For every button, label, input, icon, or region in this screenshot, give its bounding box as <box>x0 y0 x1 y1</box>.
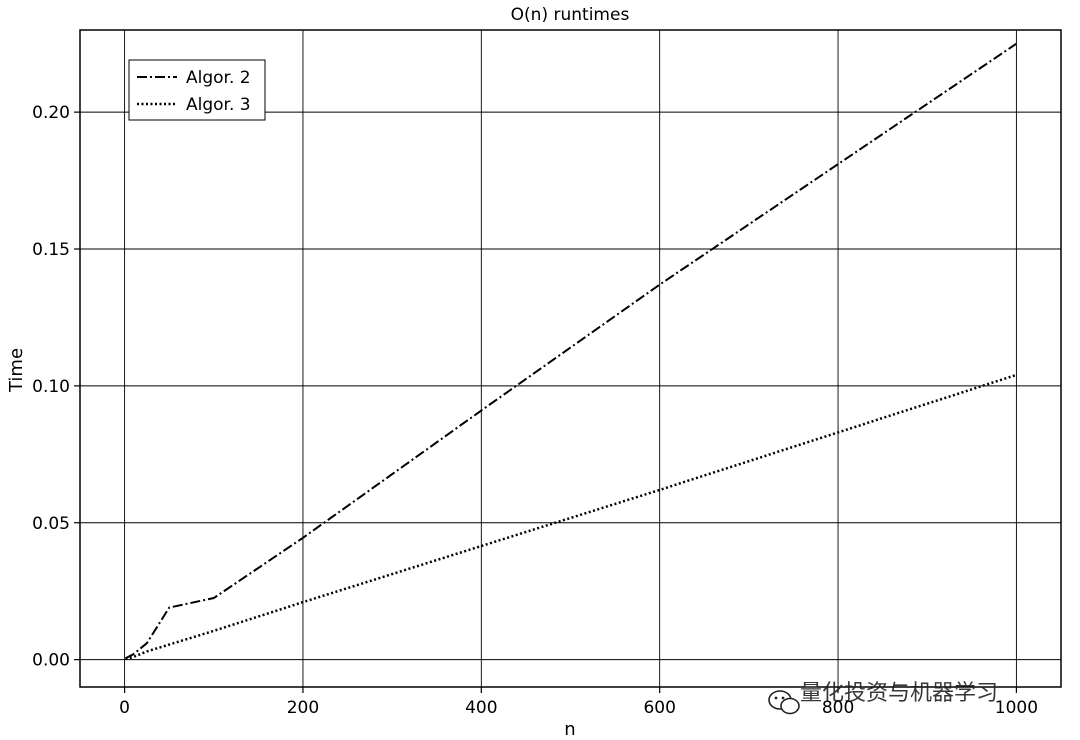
x-tick-label: 0 <box>119 698 130 718</box>
chart-title: O(n) runtimes <box>511 5 630 25</box>
x-axis: 0 200 400 600 800 1000 <box>119 687 1038 718</box>
y-axis-label: Time <box>6 348 27 393</box>
series-line-algor-2 <box>125 42 1017 660</box>
watermark-text: 量化投资与机器学习 <box>800 681 998 706</box>
legend: Algor. 2 Algor. 3 <box>128 59 266 121</box>
y-tick-label: 0.20 <box>32 103 70 123</box>
series-line-algor-3 <box>125 373 1017 661</box>
x-tick-label: 200 <box>287 698 319 718</box>
x-tick-label: 1000 <box>995 698 1038 718</box>
x-tick-label: 400 <box>465 698 497 718</box>
y-tick-label: 0.10 <box>32 377 70 397</box>
legend-label-algor-3: Algor. 3 <box>186 95 251 115</box>
y-tick-label: 0.05 <box>32 514 70 534</box>
y-axis: 0.00 0.05 0.10 0.15 0.20 <box>32 103 80 671</box>
y-tick-label: 0.00 <box>32 651 70 671</box>
watermark: 量化投资与机器学习 <box>768 681 998 715</box>
x-tick-label: 600 <box>643 698 675 718</box>
x-axis-label: n <box>564 719 575 740</box>
legend-label-algor-2: Algor. 2 <box>186 68 251 88</box>
x-tick-label: 800 <box>822 698 854 718</box>
plot-lines <box>125 42 1017 661</box>
legend-box <box>128 59 266 121</box>
wechat-icon <box>768 690 800 715</box>
plot-frame <box>79 29 1062 688</box>
y-tick-label: 0.15 <box>32 240 70 260</box>
